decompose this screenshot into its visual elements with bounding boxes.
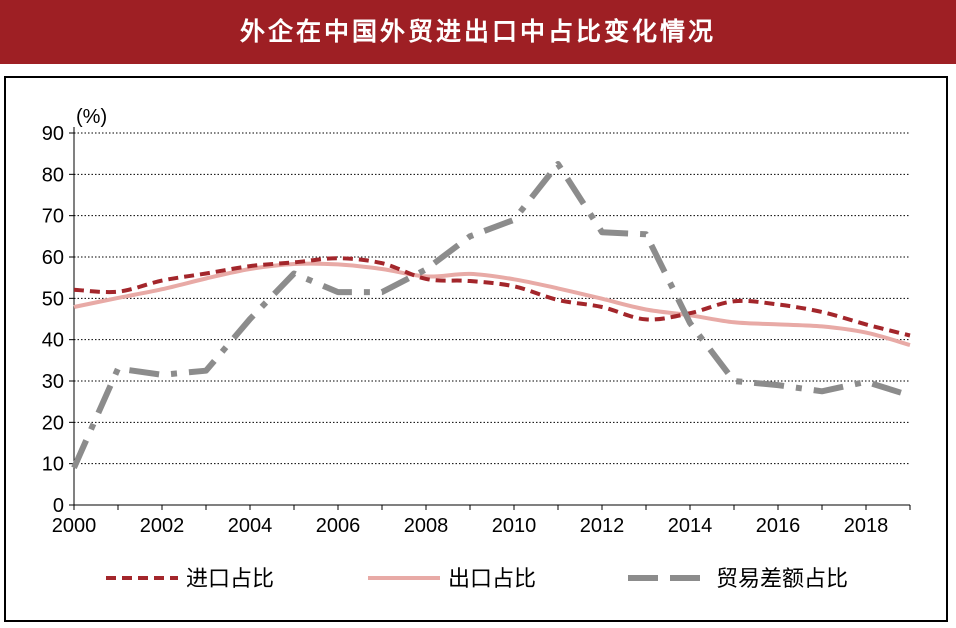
x-tick-label: 2008 <box>404 515 449 537</box>
y-tick-label: 10 <box>42 454 64 476</box>
x-tick-label: 2002 <box>140 515 185 537</box>
series-export-share <box>73 261 911 347</box>
y-tick-label: 20 <box>42 412 64 434</box>
x-tick-label: 2010 <box>492 515 537 537</box>
series-import-share <box>73 256 911 338</box>
y-tick-label: 80 <box>42 164 64 186</box>
x-tick-label: 2000 <box>52 515 97 537</box>
y-tick-label: 40 <box>42 330 64 352</box>
x-tick-label: 2018 <box>844 515 889 537</box>
y-tick-label: 30 <box>42 371 64 393</box>
line-chart: 0 10 20 30 40 50 60 70 80 90 2000 2002 2004 2006 2008 2… <box>42 106 911 592</box>
x-tick-label: 2014 <box>668 515 713 537</box>
series-trade-balance-share <box>71 161 911 470</box>
y-tick-label: 70 <box>42 206 64 228</box>
y-tick-label: 0 <box>53 495 64 517</box>
x-tick-label: 2006 <box>316 515 361 537</box>
legend-import-share-label: 进口占比 <box>186 567 274 592</box>
y-axis-label: (%) <box>76 106 107 128</box>
x-tick-label: 2012 <box>580 515 625 537</box>
y-tick-label: 90 <box>42 123 64 145</box>
y-tick-label: 50 <box>42 288 64 310</box>
chart-title: 外企在中国外贸进出口中占比变化情况 <box>239 17 716 46</box>
legend-export-share-label: 出口占比 <box>448 567 536 592</box>
legend-trade-balance-share-label: 贸易差额占比 <box>716 567 848 592</box>
x-tick-label: 2004 <box>228 515 273 537</box>
chart-frame: 0 10 20 30 40 50 60 70 80 90 2000 2002 2004 2006 2008 2… <box>4 76 948 622</box>
title-banner <box>0 0 956 64</box>
x-tick-label: 2016 <box>756 515 801 537</box>
y-tick-label: 60 <box>42 247 64 269</box>
